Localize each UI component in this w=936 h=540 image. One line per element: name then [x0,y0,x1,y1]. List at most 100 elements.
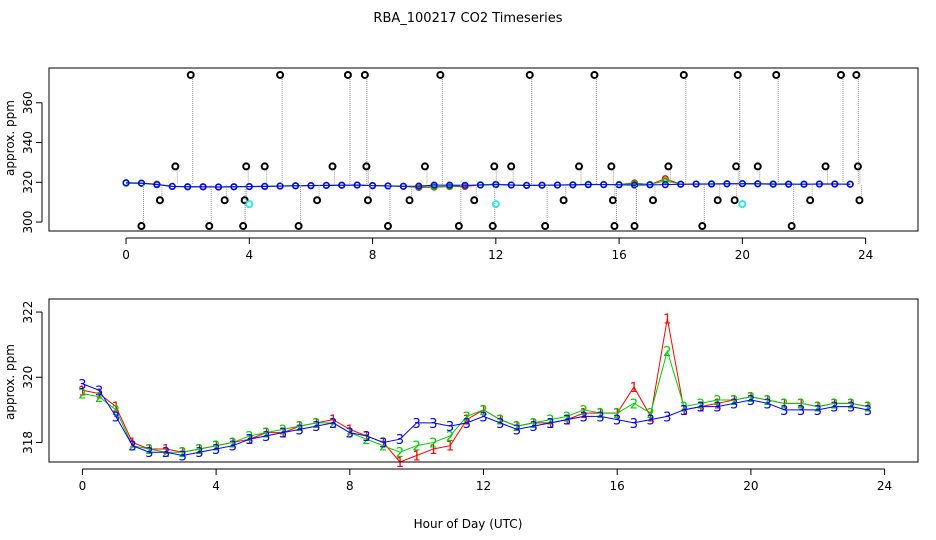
bottom-series-1-point: 1 [479,404,487,419]
bottom-series-1-point: 1 [529,417,537,432]
top-series-3-point [692,180,700,188]
top-reference-point [730,196,739,205]
top-reference-point [137,222,146,231]
bottom-series-3-point: 3 [429,417,437,432]
top-reference-point [648,196,657,205]
bottom-series-3-point: 3 [296,423,304,438]
top-series-3-point [199,183,207,191]
bottom-series-2-point: 2 [463,410,471,425]
bottom-series-2-point: 2 [763,394,771,409]
bottom-series-1-point: 1 [496,414,504,429]
bottom-series-1-point: 1 [429,443,437,458]
top-reference-point [852,70,861,79]
bottom-series-1-point: 1 [379,436,387,451]
top-cyan-point [491,200,500,209]
bottom-series-1-point: 1 [546,417,554,432]
top-x-tick-label: 16 [611,248,626,262]
top-cyan-point [245,200,254,209]
top-reference-point [855,196,864,205]
top-series-3-point [446,181,454,189]
top-series-3-point [646,181,654,189]
top-series-3-point [245,183,253,191]
top-series-3-point [476,181,484,189]
bottom-series-1-point: 1 [580,407,588,422]
bottom-series-2-point: 2 [362,433,370,448]
bottom-series-1-point: 1 [312,417,320,432]
bottom-series-2-point: 2 [747,391,755,406]
bottom-series-1-point: 1 [396,456,404,471]
top-reference-point [575,162,584,171]
top-series-3-point [831,180,839,188]
bottom-y-axis-label: approx. ppm [3,344,17,420]
top-reference-point [454,222,463,231]
bottom-series-3-point: 3 [797,404,805,419]
bottom-series-2-point: 2 [780,397,788,412]
bottom-series-1-point: 1 [346,423,354,438]
bottom-series-2-point: 2 [563,410,571,425]
top-series-3-point [338,181,346,189]
bottom-series-3-point: 3 [546,417,554,432]
top-reference-point [276,70,285,79]
bottom-series-1-point: 1 [697,401,705,416]
bottom-series-3-line [82,383,868,456]
bottom-series-2-point: 2 [128,440,136,455]
bottom-series-3-point: 3 [814,404,822,419]
bottom-series-2-point: 2 [279,423,287,438]
top-y-tick-label: 320 [21,171,35,194]
bottom-series-2-point: 2 [195,443,203,458]
bottom-series-2-point: 2 [245,430,253,445]
bottom-series-3-point: 3 [713,401,721,416]
top-x-axis: 0 4 8 12 16 20 24 [122,237,873,262]
top-reference-point [664,162,673,171]
bottom-x-tick-label: 0 [79,479,87,493]
top-series-3-point [846,180,854,188]
bottom-series-2-point: 2 [797,397,805,412]
bottom-series-2-point: 2 [429,436,437,451]
top-series-3-point [322,181,330,190]
bottom-series-1-point: 1 [262,427,270,442]
top-series-3-point [523,181,531,190]
bottom-series-3-point: 3 [630,417,638,432]
top-series-3-point [630,181,639,189]
bottom-series-1-point: 1 [513,420,521,435]
bottom-series-1-point: 1 [680,404,688,419]
bottom-series-1-point: 1 [245,433,253,448]
top-reference-point [679,70,688,79]
bottom-series-3-point: 3 [529,420,537,435]
top-reference-point [343,70,352,79]
bottom-series-1-point: 1 [195,443,203,458]
bottom-series-2-point: 2 [830,397,838,412]
bottom-series-1-point: 1 [814,401,822,416]
bottom-series-1-point: 1 [780,397,788,412]
top-reference-point [732,162,741,171]
top-reference-point [171,162,180,171]
bottom-series-2-point: 2 [847,397,855,412]
bottom-series-3-point: 3 [312,420,320,435]
bottom-series-2-point: 2 [78,388,86,403]
top-series-2-point [661,177,669,185]
bottom-series-1-point: 1 [112,401,120,416]
top-series-3-point [168,182,176,191]
bottom-series-2-point: 2 [179,446,187,461]
top-reference-point [713,196,722,205]
bottom-series-1-point: 1 [145,443,153,458]
bottom-series-1-point: 1 [329,414,337,429]
top-y-tick-label: 340 [21,131,35,154]
bottom-series-2-point: 2 [814,401,822,416]
bottom-series-3-point: 3 [680,404,688,419]
bottom-series-3-point: 3 [697,401,705,416]
bottom-x-tick-label: 12 [476,479,491,493]
bottom-series-3-point: 3 [179,449,187,464]
top-reference-point [186,70,195,79]
top-reference-point [205,222,214,231]
top-reference-point [590,70,599,79]
bottom-series-2-point: 2 [713,394,721,409]
top-series-3-point [507,181,515,189]
bottom-series-3-point: 3 [362,430,370,445]
top-reference-point [698,222,707,231]
bottom-series-1-point: 1 [463,414,471,429]
top-reference-point [383,222,392,231]
bottom-series-3-point: 3 [212,443,220,458]
top-y-tick-label: 360 [21,91,35,114]
